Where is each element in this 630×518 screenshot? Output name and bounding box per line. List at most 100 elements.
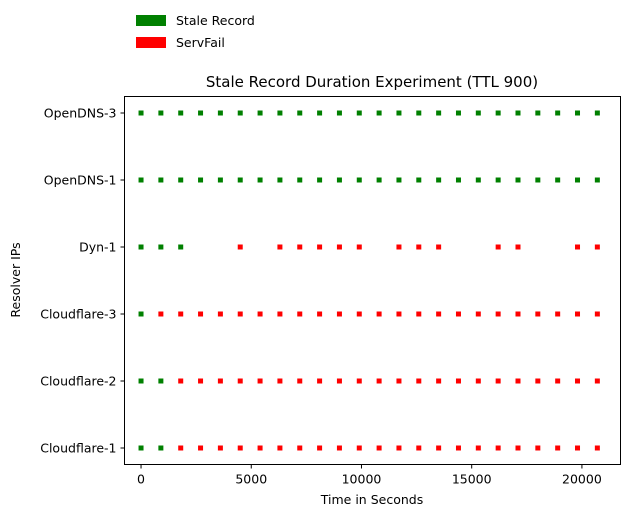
point-servfail xyxy=(178,445,184,451)
point-servfail xyxy=(356,378,362,384)
point-stale-record xyxy=(138,378,144,384)
point-stale-record xyxy=(535,110,541,116)
point-servfail xyxy=(436,244,442,250)
point-servfail xyxy=(515,244,521,250)
y-tick-label: OpenDNS-3 xyxy=(44,106,117,121)
point-servfail xyxy=(317,378,323,384)
point-servfail xyxy=(555,311,561,317)
legend-label-servfail: ServFail xyxy=(176,35,225,50)
point-stale-record xyxy=(495,110,501,116)
point-stale-record xyxy=(198,110,204,116)
point-servfail xyxy=(376,311,382,317)
point-stale-record xyxy=(336,110,342,116)
x-tick-label: 5000 xyxy=(235,472,267,487)
point-stale-record xyxy=(158,378,164,384)
point-servfail xyxy=(297,311,303,317)
point-servfail xyxy=(575,445,581,451)
point-stale-record xyxy=(376,177,382,183)
legend: Stale Record ServFail xyxy=(136,13,255,50)
y-tick-label: Cloudflare-1 xyxy=(40,441,116,456)
point-stale-record xyxy=(356,110,362,116)
point-stale-record xyxy=(277,177,283,183)
point-servfail xyxy=(436,378,442,384)
point-servfail xyxy=(356,445,362,451)
y-tick-label: Cloudflare-3 xyxy=(40,307,116,322)
point-servfail xyxy=(416,244,422,250)
point-stale-record xyxy=(515,110,521,116)
point-servfail xyxy=(317,244,323,250)
point-stale-record xyxy=(138,244,144,250)
point-servfail xyxy=(217,311,223,317)
point-stale-record xyxy=(575,110,581,116)
point-servfail xyxy=(594,445,600,451)
point-servfail xyxy=(535,445,541,451)
point-stale-record xyxy=(555,177,561,183)
point-stale-record xyxy=(158,177,164,183)
point-servfail xyxy=(455,311,461,317)
data-points xyxy=(138,110,600,451)
point-stale-record xyxy=(178,177,184,183)
point-stale-record xyxy=(237,110,243,116)
point-servfail xyxy=(178,311,184,317)
point-stale-record xyxy=(495,177,501,183)
point-stale-record xyxy=(217,110,223,116)
point-servfail xyxy=(198,311,204,317)
point-stale-record xyxy=(416,177,422,183)
point-servfail xyxy=(237,378,243,384)
point-servfail xyxy=(297,378,303,384)
point-servfail xyxy=(396,445,402,451)
point-servfail xyxy=(356,244,362,250)
point-servfail xyxy=(217,445,223,451)
x-tick-label: 15000 xyxy=(452,472,492,487)
point-servfail xyxy=(317,445,323,451)
legend-label-stale-record: Stale Record xyxy=(176,13,255,28)
point-stale-record xyxy=(455,110,461,116)
y-tick-label: Cloudflare-2 xyxy=(40,374,116,389)
chart-title: Stale Record Duration Experiment (TTL 90… xyxy=(206,73,538,91)
point-servfail xyxy=(376,445,382,451)
point-servfail xyxy=(416,378,422,384)
point-servfail xyxy=(575,244,581,250)
point-stale-record xyxy=(575,177,581,183)
y-axis: Cloudflare-1 Cloudflare-2 Cloudflare-3 Dyn-… xyxy=(40,106,125,456)
point-stale-record xyxy=(178,110,184,116)
point-servfail xyxy=(436,311,442,317)
point-stale-record xyxy=(217,177,223,183)
point-stale-record xyxy=(158,244,164,250)
point-servfail xyxy=(475,378,481,384)
point-stale-record xyxy=(336,177,342,183)
point-servfail xyxy=(277,311,283,317)
point-servfail xyxy=(217,378,223,384)
point-servfail xyxy=(376,378,382,384)
point-servfail xyxy=(515,445,521,451)
point-servfail xyxy=(317,311,323,317)
point-servfail xyxy=(336,244,342,250)
point-servfail xyxy=(475,311,481,317)
y-tick-label: Dyn-1 xyxy=(79,240,116,255)
point-stale-record xyxy=(138,110,144,116)
point-servfail xyxy=(495,311,501,317)
point-servfail xyxy=(455,378,461,384)
plot-area xyxy=(124,96,621,465)
point-stale-record xyxy=(317,110,323,116)
point-servfail xyxy=(594,311,600,317)
point-stale-record xyxy=(376,110,382,116)
point-servfail xyxy=(198,378,204,384)
point-stale-record xyxy=(257,177,263,183)
point-servfail xyxy=(237,311,243,317)
point-servfail xyxy=(575,378,581,384)
point-stale-record xyxy=(138,445,144,451)
point-stale-record xyxy=(138,311,144,317)
point-servfail xyxy=(336,445,342,451)
point-servfail xyxy=(555,445,561,451)
point-servfail xyxy=(575,311,581,317)
point-servfail xyxy=(396,311,402,317)
point-stale-record xyxy=(436,110,442,116)
point-stale-record xyxy=(396,177,402,183)
legend-swatch-stale-record xyxy=(136,15,166,26)
point-servfail xyxy=(515,378,521,384)
point-stale-record xyxy=(475,110,481,116)
point-servfail xyxy=(495,378,501,384)
point-servfail xyxy=(515,311,521,317)
